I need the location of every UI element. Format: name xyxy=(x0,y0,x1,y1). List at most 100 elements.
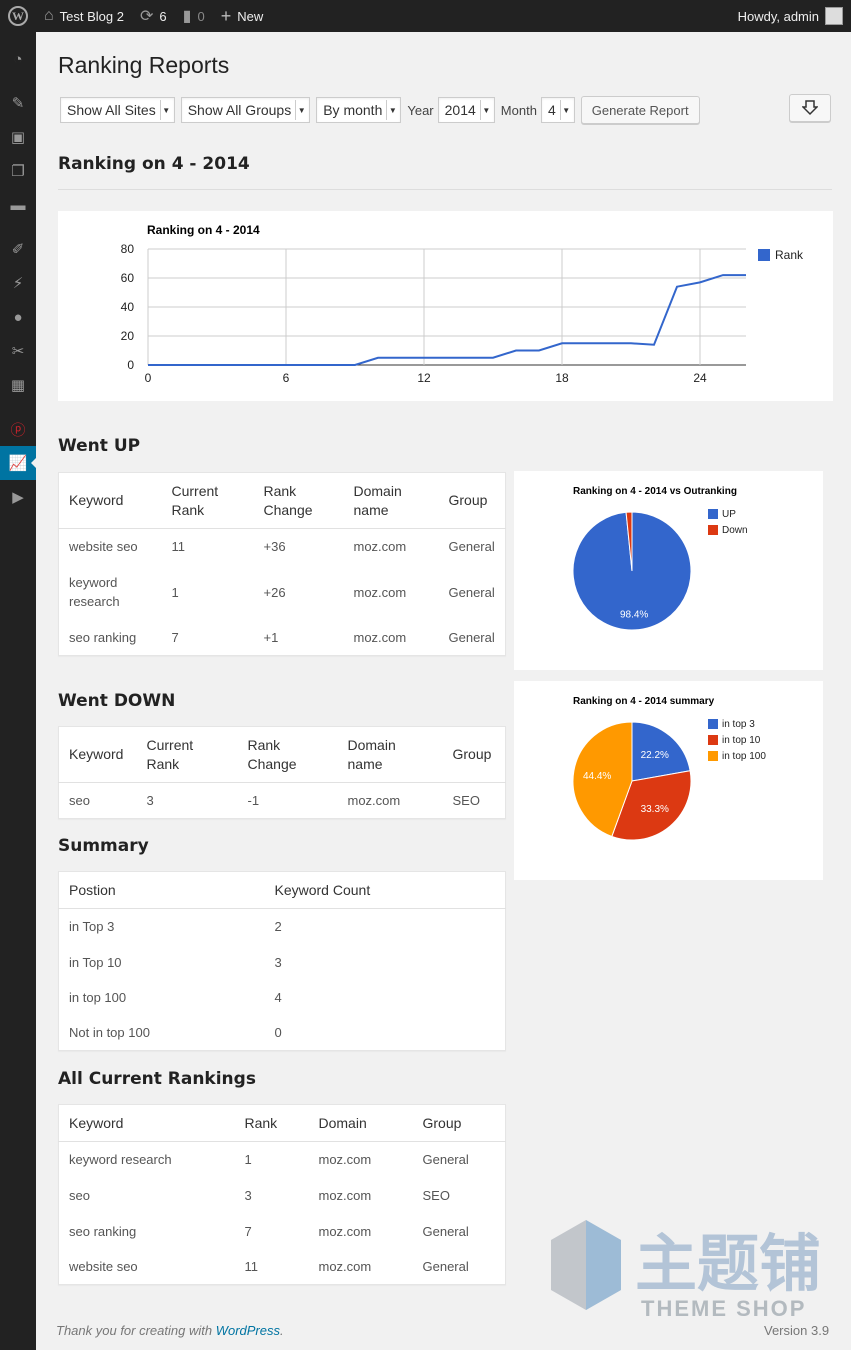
column-header: Keyword Count xyxy=(264,871,506,909)
footer-thanks-suffix: . xyxy=(280,1323,284,1338)
comments-menu[interactable]: ▮ 0 xyxy=(175,0,213,32)
users-icon[interactable]: ● xyxy=(13,308,23,326)
legend-label: in top 3 xyxy=(722,719,755,730)
column-header: Domain xyxy=(308,1104,413,1142)
y-tick-label: 20 xyxy=(121,329,135,343)
table-cell: General xyxy=(448,629,495,645)
table-row: keyword research 1 moz.com General xyxy=(59,1142,506,1178)
y-tick-label: 0 xyxy=(127,358,134,372)
table-cell: 4 xyxy=(274,990,282,1005)
column-header: Rank xyxy=(234,1104,309,1142)
site-name-menu[interactable]: ⌂ Test Blog 2 xyxy=(36,0,132,32)
sites-select[interactable]: Show All Sites ▼ xyxy=(60,97,175,123)
legend-swatch xyxy=(708,719,718,729)
month-select-value: 4 xyxy=(547,102,556,118)
rankings-icon[interactable]: 📈 xyxy=(0,446,36,480)
legend-label-line: UP xyxy=(722,509,736,520)
filter-toolbar: Show All Sites ▼ Show All Groups ▼ By mo… xyxy=(60,96,700,124)
table-row: website seo 11 moz.com General xyxy=(59,1249,506,1285)
series-line-rank xyxy=(148,274,746,366)
wordpress-logo-icon: W xyxy=(8,6,28,26)
download-button[interactable] xyxy=(789,94,831,122)
media-icon[interactable]: ▣ xyxy=(10,129,26,146)
year-select-value: 2014 xyxy=(444,102,476,118)
table-cell: 7 xyxy=(171,629,179,645)
pin-icon[interactable]: ✎ xyxy=(11,95,25,112)
play-icon[interactable]: ▶ xyxy=(12,489,24,506)
column-header: Keyword xyxy=(58,726,137,783)
x-tick-label: 6 xyxy=(283,371,290,385)
plugins-icon[interactable]: ⚡ xyxy=(12,275,24,292)
summary-table: Postion Keyword Count in Top 3 2 in Top 10 3… xyxy=(58,871,506,1051)
pie-slice-label: 22.2% xyxy=(641,750,669,761)
my-account-menu[interactable]: Howdy, admin xyxy=(738,7,851,25)
theme-shop-logo: 主题铺 THEME SHOP xyxy=(551,1220,821,1321)
updates-count: 6 xyxy=(159,8,167,24)
month-select[interactable]: 4 ▼ xyxy=(540,97,575,123)
footer-thanks: Thank you for creating with WordPress. xyxy=(56,1323,284,1338)
watermark-en-text: THEME SHOP xyxy=(641,1296,806,1320)
tools-icon[interactable]: ✂ xyxy=(11,343,25,360)
legend-label: UP xyxy=(722,509,736,520)
comments-icon[interactable]: ▬ xyxy=(10,196,26,214)
dashboard-icon[interactable]: ◔ xyxy=(13,50,23,68)
table-header-row: Keyword Current Rank Rank Change Domain nam… xyxy=(58,472,506,529)
table-cell: in top 100 xyxy=(69,990,127,1005)
legend-label: in top 10 xyxy=(722,735,761,746)
legend-swatch xyxy=(708,525,718,535)
outranking-pie-panel: Ranking on 4 - 2014 vs Outranking 98.4% UP… xyxy=(514,471,823,670)
table-cell: moz.com xyxy=(318,1258,372,1274)
appearance-icon[interactable]: ✐ xyxy=(11,241,25,258)
went-down-table: Keyword Current Rank Rank Change Domain nam… xyxy=(58,726,506,819)
y-tick-label: 40 xyxy=(121,300,135,314)
table-header-row: Keyword Rank Domain Group xyxy=(58,1104,506,1142)
updates-menu[interactable]: ⟳ 6 xyxy=(132,0,175,32)
pages-icon[interactable]: ❐ xyxy=(11,163,25,180)
table-cell: 2 xyxy=(274,919,282,935)
page-title: Ranking Reports xyxy=(58,52,230,78)
column-header: Keyword xyxy=(58,1104,235,1142)
wp-logo-menu[interactable]: W xyxy=(0,0,36,32)
chart-title: Ranking on 4 - 2014 summary xyxy=(573,696,715,707)
site-name: Test Blog 2 xyxy=(59,8,124,24)
table-row: website seo 11 +36 moz.com General xyxy=(59,529,506,565)
wordpress-link[interactable]: WordPress xyxy=(215,1323,280,1338)
table-cell: General xyxy=(448,584,495,600)
x-tick-label: 24 xyxy=(693,371,707,385)
period-select[interactable]: By month ▼ xyxy=(316,97,402,123)
table-row: in Top 10 3 xyxy=(59,945,506,980)
table-row: in Top 3 2 xyxy=(59,909,506,945)
pie-slice-label: 98.4% xyxy=(620,609,648,620)
settings-icon[interactable]: ▦ xyxy=(10,377,26,394)
pie-slice-label: 33.3% xyxy=(641,804,669,815)
comments-count: 0 xyxy=(197,8,205,24)
table-cell: 3 xyxy=(244,1188,252,1203)
groups-select[interactable]: Show All Groups ▼ xyxy=(180,97,311,123)
chevron-down-icon: ▼ xyxy=(559,100,572,120)
footer-version: Version 3.9 xyxy=(764,1323,830,1338)
y-tick-label: 60 xyxy=(121,271,135,285)
divider xyxy=(58,189,832,190)
column-header: Keyword xyxy=(58,472,162,529)
table-cell: General xyxy=(422,1258,469,1274)
year-label: Year xyxy=(407,102,434,118)
table-cell: moz.com xyxy=(353,539,407,555)
chart-title: Ranking on 4 - 2014 vs Outranking xyxy=(573,486,737,497)
table-row: seo 3 -1 moz.com SEO xyxy=(59,783,506,819)
legend-label-line: Down xyxy=(722,525,748,536)
howdy-text: Howdy, admin xyxy=(737,8,819,24)
chevron-down-icon: ▼ xyxy=(295,100,307,120)
year-select[interactable]: 2014 ▼ xyxy=(437,97,495,123)
table-cell: moz.com xyxy=(318,1188,372,1203)
table-cell: moz.com xyxy=(318,1152,372,1168)
pinterest-icon[interactable]: ⓟ xyxy=(10,421,26,439)
new-content-menu[interactable]: + New xyxy=(213,0,272,32)
summary-pie-panel: Ranking on 4 - 2014 summary 22.2% 33.3% 44.… xyxy=(514,681,823,880)
table-cell: in Top 3 xyxy=(69,919,115,935)
column-header: Rank Change xyxy=(253,472,344,529)
outranking-pie-chart: Ranking on 4 - 2014 vs Outranking 98.4% UP… xyxy=(572,486,748,631)
admin-menu: ◔ ✎ ▣ ❐ ▬ ✐ ⚡ ● ✂ ▦ ⓟ 📈 ▶ xyxy=(0,32,36,1350)
table-cell: 11 xyxy=(244,1258,259,1274)
generate-report-button[interactable]: Generate Report xyxy=(580,96,700,124)
all-rankings-table: Keyword Rank Domain Group keyword research 1… xyxy=(58,1104,506,1285)
